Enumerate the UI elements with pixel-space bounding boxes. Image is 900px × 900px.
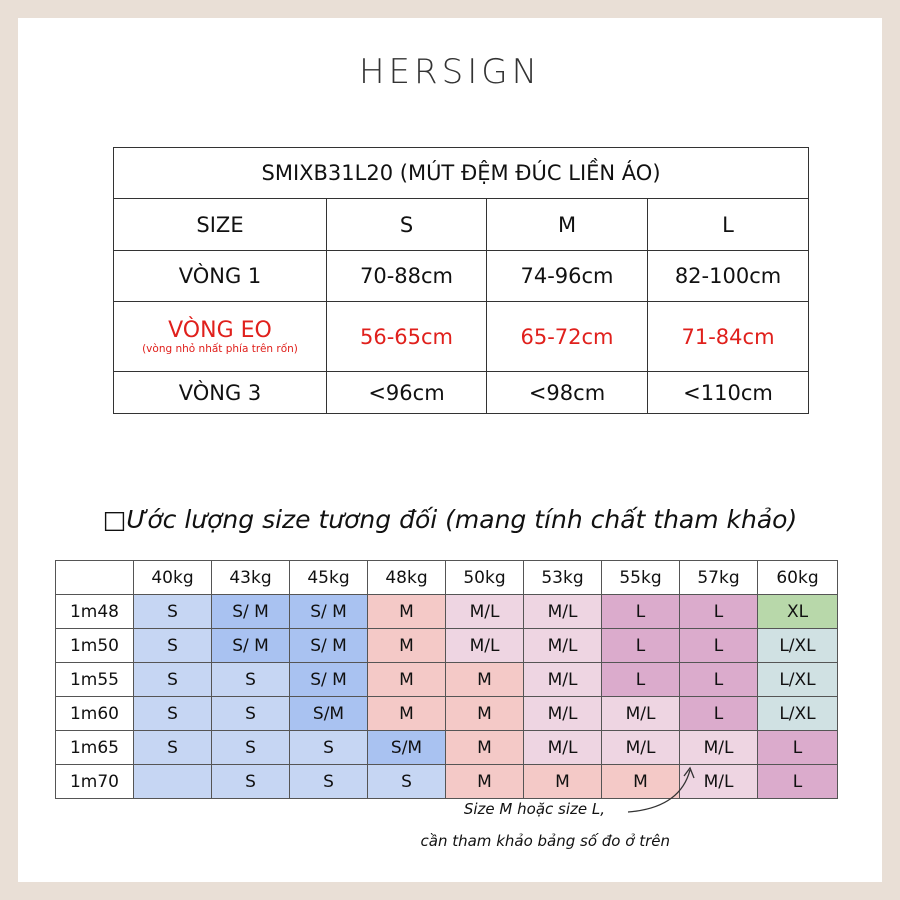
height: 1m65 [55,730,134,765]
size-cell: L [757,764,838,799]
estimate-table: 40kg 43kg 45kg 48kg 50kg 53kg 55kg 57kg 60kg 1m48… [55,560,838,799]
cell: <96cm [326,371,487,414]
size-cell: M/L [601,696,680,731]
size-cell: XL [757,594,838,629]
size-cell: S [211,730,290,765]
size-cell: M/L [601,730,680,765]
size-cell: S/M [289,696,368,731]
size-cell: S [211,662,290,697]
size-cell: M [367,628,446,663]
label: VÒNG EO [168,318,272,343]
table-title: SMIXB31L20 (MÚT ĐỆM ĐÚC LIỀN ÁO) [112,147,810,199]
cell: 70-88cm [326,250,487,302]
row: SMIXB31L20 (MÚT ĐỆM ĐÚC LIỀN ÁO) [112,147,810,199]
cell: <110cm [646,371,810,414]
height: 1m70 [55,764,134,799]
size-cell: M/L [523,696,602,731]
size-cell: M [523,764,602,799]
size-cell [133,764,212,799]
size-cell: L/XL [757,628,838,663]
cell: <98cm [486,371,648,414]
row: VÒNG EO (vòng nhỏ nhất phía trên rốn) 56-6… [113,301,810,372]
size-cell: S [133,594,212,629]
row: 1m48 S S/ M S/ M M M/L M/L L L XL [55,594,838,629]
size-cell: M [445,662,524,697]
size-cell: S [289,764,368,799]
row: 1m50 S S/ M S/ M M M/L M/L L L L/XL [55,628,838,663]
size-cell: M [367,696,446,731]
size-cell: M/L [679,764,758,799]
size-cell: S [367,764,446,799]
cell: 71-84cm [646,301,810,372]
size-cell: L [601,662,680,697]
size-cell: S [133,662,212,697]
label-note: (vòng nhỏ nhất phía trên rốn) [142,343,298,355]
weight: 40kg [133,560,212,595]
row: 1m55 S S S/ M M M M/L L L L/XL [55,662,838,697]
size-cell: L [757,730,838,765]
weight: 57kg [679,560,758,595]
row-label: VÒNG EO (vòng nhỏ nhất phía trên rốn) [113,301,327,372]
size-cell: S [211,764,290,799]
size-cell: M/L [445,628,524,663]
size-cell: M/L [523,594,602,629]
estimate-title: □Ước lượng size tương đối (mang tính chấ… [102,505,798,534]
size-cell: M [445,730,524,765]
size-table: SMIXB31L20 (MÚT ĐỆM ĐÚC LIỀN ÁO) SIZE S M L V… [112,147,810,414]
size-cell: M [445,764,524,799]
brand: HERSIGN [358,52,542,92]
row: VÒNG 3 <96cm <98cm <110cm [113,371,810,414]
size-cell: M [367,662,446,697]
size-cell: S [133,730,212,765]
size-cell: S [133,696,212,731]
cell: 56-65cm [326,301,487,372]
note: Size M hoặc size L, [463,800,605,818]
cell: 74-96cm [486,250,648,302]
size-cell: M/L [523,662,602,697]
row: 1m65 S S S S/M M M/L M/L M/L L [55,730,838,765]
size-cell: L/XL [757,696,838,731]
header-cell: M [486,198,648,251]
size-cell: M/L [523,628,602,663]
size-cell: L [601,594,680,629]
label: VÒNG 3 [178,380,262,405]
size-cell: M [601,764,680,799]
size-cell: S/ M [211,594,290,629]
weight: 50kg [445,560,524,595]
note: cần tham khảo bảng số đo ở trên [420,832,670,850]
label: VÒNG 1 [178,264,262,288]
size-cell: M [367,594,446,629]
height: 1m48 [55,594,134,629]
size-cell: L [601,628,680,663]
row: 1m60 S S S/M M M M/L M/L L L/XL [55,696,838,731]
size-cell: L [679,628,758,663]
row: SIZE S M L [113,198,810,251]
size-cell: S/ M [289,628,368,663]
size-cell: S/M [367,730,446,765]
row-label: VÒNG 3 [113,371,327,414]
size-cell: L [679,594,758,629]
weight: 60kg [757,560,838,595]
row: 1m70 S S S M M M M/L L [55,764,838,799]
row: 40kg 43kg 45kg 48kg 50kg 53kg 55kg 57kg 60kg [55,560,838,595]
